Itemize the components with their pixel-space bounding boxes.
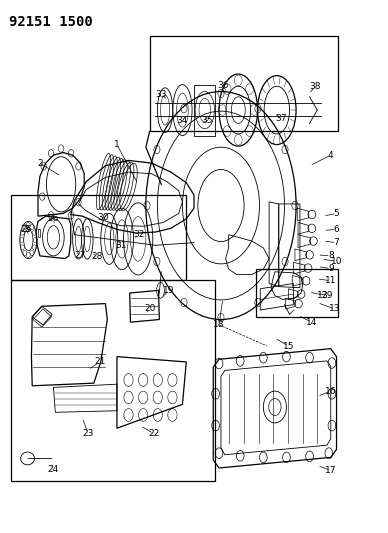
Text: 3: 3 (24, 225, 29, 234)
Text: 24: 24 (48, 465, 59, 473)
Text: 26: 26 (48, 214, 59, 223)
Text: 5: 5 (334, 209, 340, 218)
Text: 15: 15 (282, 342, 294, 351)
Text: 19: 19 (163, 286, 175, 295)
Text: 17: 17 (325, 466, 336, 475)
Text: 34: 34 (176, 116, 187, 125)
Text: 8: 8 (328, 252, 334, 261)
Text: 6: 6 (334, 225, 340, 234)
Text: 33: 33 (156, 90, 167, 99)
Text: 27: 27 (74, 252, 86, 261)
Text: 28: 28 (91, 253, 102, 262)
Text: 25: 25 (21, 225, 32, 234)
Text: 30: 30 (98, 213, 109, 222)
Text: 92151 1500: 92151 1500 (9, 14, 93, 29)
Text: 13: 13 (329, 304, 340, 313)
Text: 37: 37 (275, 114, 286, 123)
Text: 36: 36 (217, 80, 229, 90)
Text: 21: 21 (94, 358, 105, 367)
Text: 22: 22 (148, 429, 159, 438)
Text: 18: 18 (213, 320, 225, 329)
Text: 4: 4 (328, 151, 334, 160)
Text: 12: 12 (317, 290, 329, 300)
Text: 10: 10 (331, 257, 342, 265)
Text: 14: 14 (306, 318, 317, 327)
Text: 32: 32 (133, 230, 145, 239)
Text: 2: 2 (37, 159, 43, 167)
Text: 9: 9 (328, 264, 334, 273)
Text: 31: 31 (115, 241, 126, 250)
Text: 38: 38 (310, 82, 321, 91)
Text: 39: 39 (321, 291, 333, 300)
Text: 16: 16 (325, 386, 336, 395)
Text: 35: 35 (202, 116, 213, 125)
Text: 23: 23 (82, 429, 94, 438)
Text: 1: 1 (114, 140, 120, 149)
Text: 7: 7 (334, 238, 340, 247)
Text: 11: 11 (325, 276, 336, 285)
Text: 20: 20 (144, 304, 155, 313)
